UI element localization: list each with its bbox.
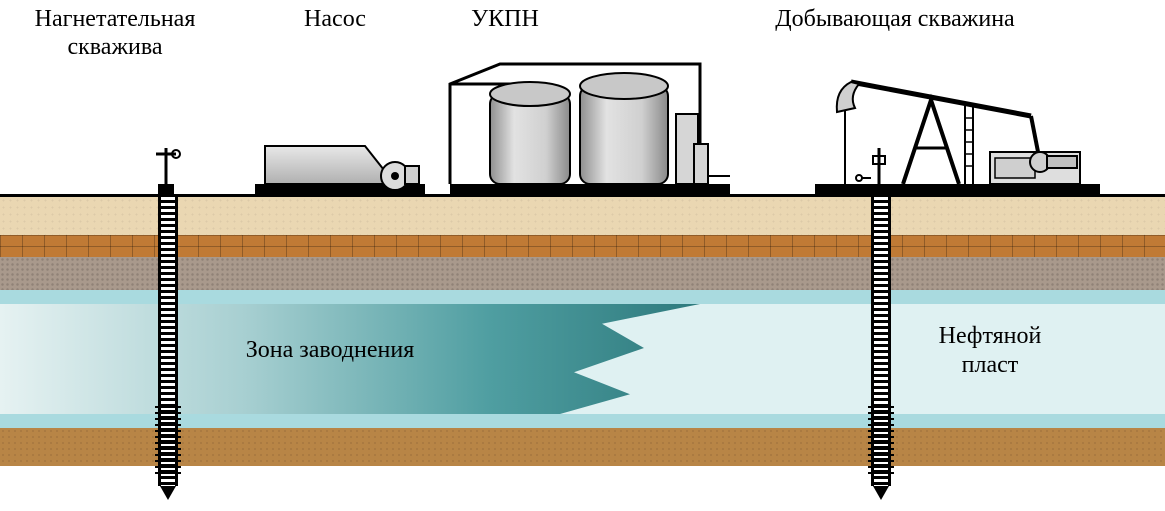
injection-wellhead bbox=[148, 148, 184, 178]
production-perforation bbox=[868, 406, 894, 476]
production-bottom bbox=[873, 486, 889, 500]
injection-well-bore bbox=[158, 194, 178, 486]
oil-field-cross-section: Нагнетательнаяскважива Насос УКПН Добыва… bbox=[0, 0, 1165, 511]
label-pump: Насос bbox=[304, 6, 366, 34]
label-injection-well: Нагнетательнаяскважива bbox=[35, 6, 196, 61]
pumpjack bbox=[815, 66, 1100, 194]
injection-bottom bbox=[160, 486, 176, 500]
label-production-well: Добывающая скважина bbox=[775, 6, 1014, 34]
label-flood-zone: Зона заводнения bbox=[246, 336, 415, 365]
label-oil-reservoir: Нефтянойпласт bbox=[939, 322, 1042, 380]
pump-equipment bbox=[255, 136, 425, 194]
label-ukpn: УКПН bbox=[471, 6, 539, 34]
injection-perforation bbox=[155, 406, 181, 476]
ukpn-facility bbox=[450, 58, 730, 194]
production-well-bore bbox=[871, 194, 891, 486]
